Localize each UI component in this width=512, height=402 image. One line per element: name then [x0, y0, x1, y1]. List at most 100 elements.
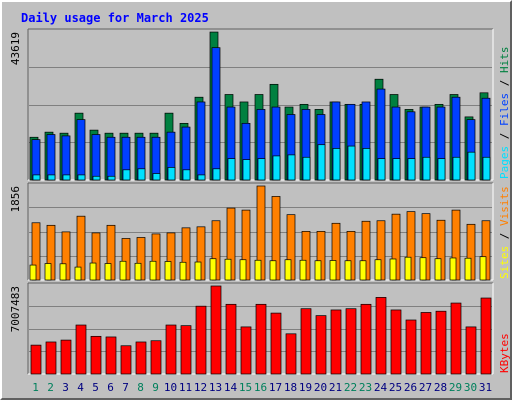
sites-bar [179, 261, 187, 281]
pages-bar [212, 168, 221, 181]
sites-bar [149, 260, 157, 281]
pages-bar [182, 169, 191, 181]
files-bar [31, 139, 41, 181]
sites-bar [194, 261, 202, 281]
kbytes-bar [180, 325, 192, 375]
legend-hits: Hits [498, 47, 511, 74]
kbytes-bar [345, 308, 357, 375]
sites-bar [359, 260, 367, 281]
kbytes-bar [420, 312, 432, 375]
day-label: 22 [344, 381, 357, 394]
day-label: 2 [47, 381, 54, 394]
day-label: 9 [152, 381, 159, 394]
sites-bar [344, 260, 352, 281]
legend-separator: / [498, 226, 511, 246]
pages-bar [437, 158, 446, 181]
sites-bar [134, 262, 142, 281]
kbytes-bar [240, 326, 252, 375]
sites-bar [239, 259, 247, 281]
kbytes-bar [255, 303, 267, 375]
pages-bar [107, 175, 116, 181]
legend-files: Files [498, 93, 511, 126]
kbytes-bar [315, 315, 327, 375]
kbytes-bar [465, 326, 477, 375]
day-label: 1 [32, 381, 39, 394]
day-label: 10 [164, 381, 177, 394]
pages-bar [407, 158, 416, 181]
kbytes-bar [450, 302, 462, 375]
day-label: 30 [464, 381, 477, 394]
day-label: 6 [107, 381, 114, 394]
files-bar [91, 134, 101, 181]
kbytes-bar [285, 333, 297, 375]
kbytes-bar [405, 319, 417, 375]
kbytes-bar [105, 336, 117, 375]
kbytes-bar [165, 324, 177, 375]
day-label: 20 [314, 381, 327, 394]
kbytes-bar [60, 339, 72, 375]
day-label: 18 [284, 381, 297, 394]
kbytes-bar [330, 309, 342, 375]
kbytes-bar [390, 309, 402, 375]
files-bar [211, 47, 221, 181]
day-label: 29 [449, 381, 462, 394]
sites-bar [299, 259, 307, 281]
panel-1-ymax-label: 1856 [9, 186, 22, 213]
kbytes-bar [270, 312, 282, 375]
sites-bar [104, 263, 112, 281]
day-label: 15 [239, 381, 252, 394]
panel-2-ymax-label: 7007483 [9, 286, 22, 332]
pages-bar [482, 156, 491, 181]
sites-bar [89, 262, 97, 281]
day-label: 12 [194, 381, 207, 394]
sites-bar [374, 259, 382, 281]
pages-bar [317, 144, 326, 181]
pages-bar [227, 158, 236, 181]
sites-bar [119, 260, 127, 281]
kbytes-bar [150, 340, 162, 375]
kbytes-bar [75, 324, 87, 375]
pages-bar [392, 158, 401, 181]
files-bar [46, 134, 56, 181]
day-label: 31 [479, 381, 492, 394]
day-label: 8 [137, 381, 144, 394]
sites-bar [404, 256, 412, 281]
day-label: 21 [329, 381, 342, 394]
day-label: 27 [419, 381, 432, 394]
day-label: 25 [389, 381, 402, 394]
panel-0-ymax-label: 43619 [9, 32, 22, 65]
legend-kbytes: KBytes [498, 333, 511, 373]
sites-bar [479, 256, 487, 281]
pages-bar [272, 155, 281, 181]
sites-bar [449, 257, 457, 281]
sites-bar [254, 259, 262, 281]
sites-bar [44, 263, 52, 281]
pages-bar [377, 158, 386, 181]
kbytes-bar [120, 345, 132, 375]
files-bar [106, 136, 116, 181]
pages-bar [47, 174, 56, 181]
pages-bar [422, 156, 431, 181]
day-label: 3 [62, 381, 69, 394]
kbytes-bar [360, 303, 372, 375]
files-bar [61, 135, 71, 181]
pages-bar [152, 173, 161, 181]
day-label: 26 [404, 381, 417, 394]
kbytes-bar [300, 308, 312, 375]
day-label: 16 [254, 381, 267, 394]
legend-separator: / [498, 73, 511, 93]
pages-bar [197, 174, 206, 181]
chart-title: Daily usage for March 2025 [21, 11, 209, 25]
pages-bar [242, 159, 251, 181]
pages-bar [32, 174, 41, 181]
legend-pages: Pages [498, 146, 511, 179]
pages-bar [332, 148, 341, 181]
files-bar [76, 119, 86, 181]
kbytes-bar [225, 303, 237, 375]
pages-bar [167, 167, 176, 181]
day-label: 24 [374, 381, 388, 394]
sites-bar [284, 259, 292, 281]
pages-bar [467, 151, 476, 181]
sites-bar [434, 258, 442, 281]
